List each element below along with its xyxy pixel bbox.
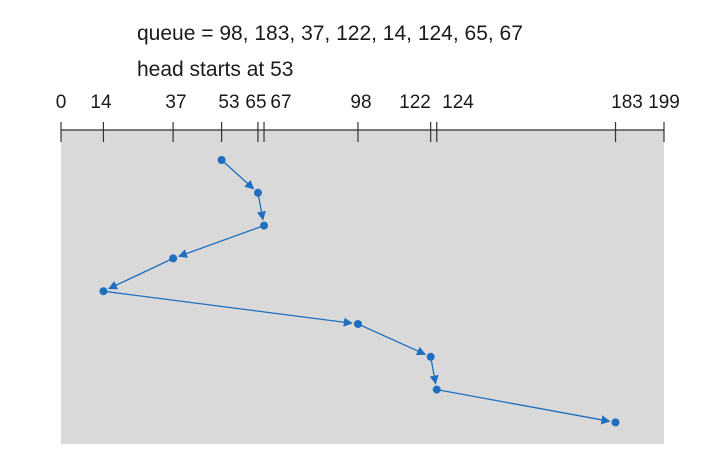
path-segment-122-to-124 [429,356,439,385]
tick-label-65: 65 [245,92,266,113]
head-start-caption: head starts at 53 [137,58,293,81]
request-points [99,156,620,427]
tick-label-183: 183 [611,92,643,113]
path-segment-14-to-98 [103,290,353,327]
tick-label-199: 199 [648,92,680,113]
request-point-124 [432,385,441,394]
tick-label-122: 122 [399,92,431,113]
queue-caption: queue = 98, 183, 37, 122, 14, 124, 65, 6… [137,22,523,45]
path-segment-37-to-14 [108,257,174,290]
path-segment-98-to-122 [357,323,427,356]
request-point-183 [611,418,620,427]
track-panel [61,130,664,444]
request-point-53 [217,156,226,164]
tick-label-124: 124 [442,92,474,113]
request-point-37 [169,254,178,263]
tick-label-0: 0 [56,92,67,113]
request-point-122 [426,352,435,361]
tick-label-53: 53 [218,92,239,113]
path-segment-65-to-67 [256,192,266,221]
tick-label-67: 67 [270,92,291,113]
head-path [103,159,611,425]
request-point-67 [260,221,269,230]
tick-label-37: 37 [165,92,186,113]
axis-ticks: 0 14 37 53 65 67 98 122 124 183 199 [56,92,680,142]
path-segment-124-to-183 [436,388,611,425]
request-point-65 [253,188,262,197]
tick-label-14: 14 [90,92,112,113]
request-point-14 [99,287,108,296]
tick-label-98: 98 [350,92,371,113]
request-point-98 [353,320,362,328]
path-segment-67-to-37 [177,224,265,258]
path-segment-53-to-65 [221,159,255,190]
